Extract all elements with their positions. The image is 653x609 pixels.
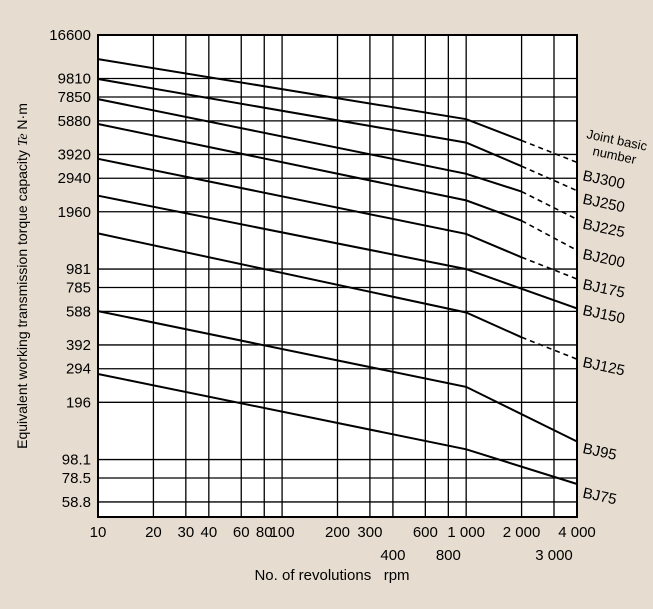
x-tick-label-30: 30 bbox=[177, 524, 194, 541]
series-label-bj300: BJ300 bbox=[581, 167, 626, 192]
plot-frame bbox=[97, 34, 578, 518]
series-label-bj125: BJ125 bbox=[581, 354, 626, 379]
y-tick-label-1960: 1960 bbox=[58, 204, 91, 221]
series-label-bj75: BJ75 bbox=[581, 485, 618, 509]
x-tick-label-400: 400 bbox=[380, 547, 405, 564]
series-label-bj225: BJ225 bbox=[581, 216, 626, 241]
x-tick-label-600: 600 bbox=[413, 524, 438, 541]
y-tick-label-16600: 16600 bbox=[49, 27, 91, 44]
vertical-grid bbox=[97, 35, 578, 517]
series-label-bj250: BJ250 bbox=[581, 191, 626, 216]
x-tick-label-2000: 2 000 bbox=[503, 524, 541, 541]
series-dashed-line-bj125 bbox=[521, 336, 578, 360]
x-tick-label-100: 100 bbox=[270, 524, 295, 541]
x-tick-label-4000: 4 000 bbox=[558, 524, 596, 541]
y-tick-label-98-1: 98.1 bbox=[62, 452, 91, 469]
x-tick-label-10: 10 bbox=[90, 524, 107, 541]
series-label-bj175: BJ175 bbox=[581, 276, 626, 301]
x-tick-label-40: 40 bbox=[200, 524, 217, 541]
y-tick-label-196: 196 bbox=[66, 394, 91, 411]
series-label-bj200: BJ200 bbox=[581, 246, 626, 271]
series-line-bj200 bbox=[97, 123, 522, 222]
x-tick-label-1000: 1 000 bbox=[447, 524, 485, 541]
series-line-bj300 bbox=[97, 58, 522, 142]
y-tick-label-58-8: 58.8 bbox=[62, 494, 91, 511]
x-tick-label-60: 60 bbox=[233, 524, 250, 541]
y-axis-unit: N·m bbox=[14, 103, 30, 129]
series-dashed-line-bj225 bbox=[521, 190, 578, 221]
series-line-bj175 bbox=[97, 157, 522, 259]
series-lines bbox=[97, 58, 578, 485]
series-label-bj150: BJ150 bbox=[581, 302, 626, 327]
y-axis-label: Equivalent working transmission torque c… bbox=[14, 103, 31, 449]
series-line-bj125 bbox=[97, 232, 523, 339]
x-tick-label-800: 800 bbox=[436, 547, 461, 564]
y-tick-label-78-5: 78.5 bbox=[62, 470, 91, 487]
y-tick-label-3920: 3920 bbox=[58, 146, 91, 163]
x-axis-label: No. of revolutions rpm bbox=[254, 567, 409, 584]
x-tick-label-200: 200 bbox=[325, 524, 350, 541]
x-tick-label-3000: 3 000 bbox=[535, 547, 573, 564]
series-line-bj150 bbox=[97, 194, 578, 310]
series-dashed-line-bj175 bbox=[521, 256, 578, 280]
y-axis-symbol: Te bbox=[16, 133, 31, 146]
series-dashed-line-bj200 bbox=[521, 219, 578, 252]
y-tick-label-294: 294 bbox=[66, 361, 91, 378]
x-tick-label-300: 300 bbox=[357, 524, 382, 541]
y-tick-label-2940: 2940 bbox=[58, 170, 91, 187]
series-label-bj95: BJ95 bbox=[581, 440, 618, 464]
y-tick-label-9810: 9810 bbox=[58, 71, 91, 88]
series-dashed-line-bj300 bbox=[521, 139, 578, 164]
y-tick-label-7850: 7850 bbox=[58, 89, 91, 106]
y-tick-label-392: 392 bbox=[66, 337, 91, 354]
y-tick-label-5880: 5880 bbox=[58, 113, 91, 130]
series-line-bj250 bbox=[97, 78, 522, 168]
x-tick-label-80: 80 bbox=[256, 524, 273, 541]
series-line-bj225 bbox=[97, 98, 522, 193]
series-dashed-line-bj250 bbox=[521, 165, 578, 192]
x-tick-label-20: 20 bbox=[145, 524, 162, 541]
y-tick-label-981: 981 bbox=[66, 261, 91, 278]
y-tick-label-785: 785 bbox=[66, 279, 91, 296]
series-line-bj95 bbox=[97, 310, 578, 443]
series-line-bj75 bbox=[97, 373, 578, 485]
y-axis-label-text: Equivalent working transmission torque c… bbox=[14, 150, 30, 449]
y-tick-label-588: 588 bbox=[66, 303, 91, 320]
